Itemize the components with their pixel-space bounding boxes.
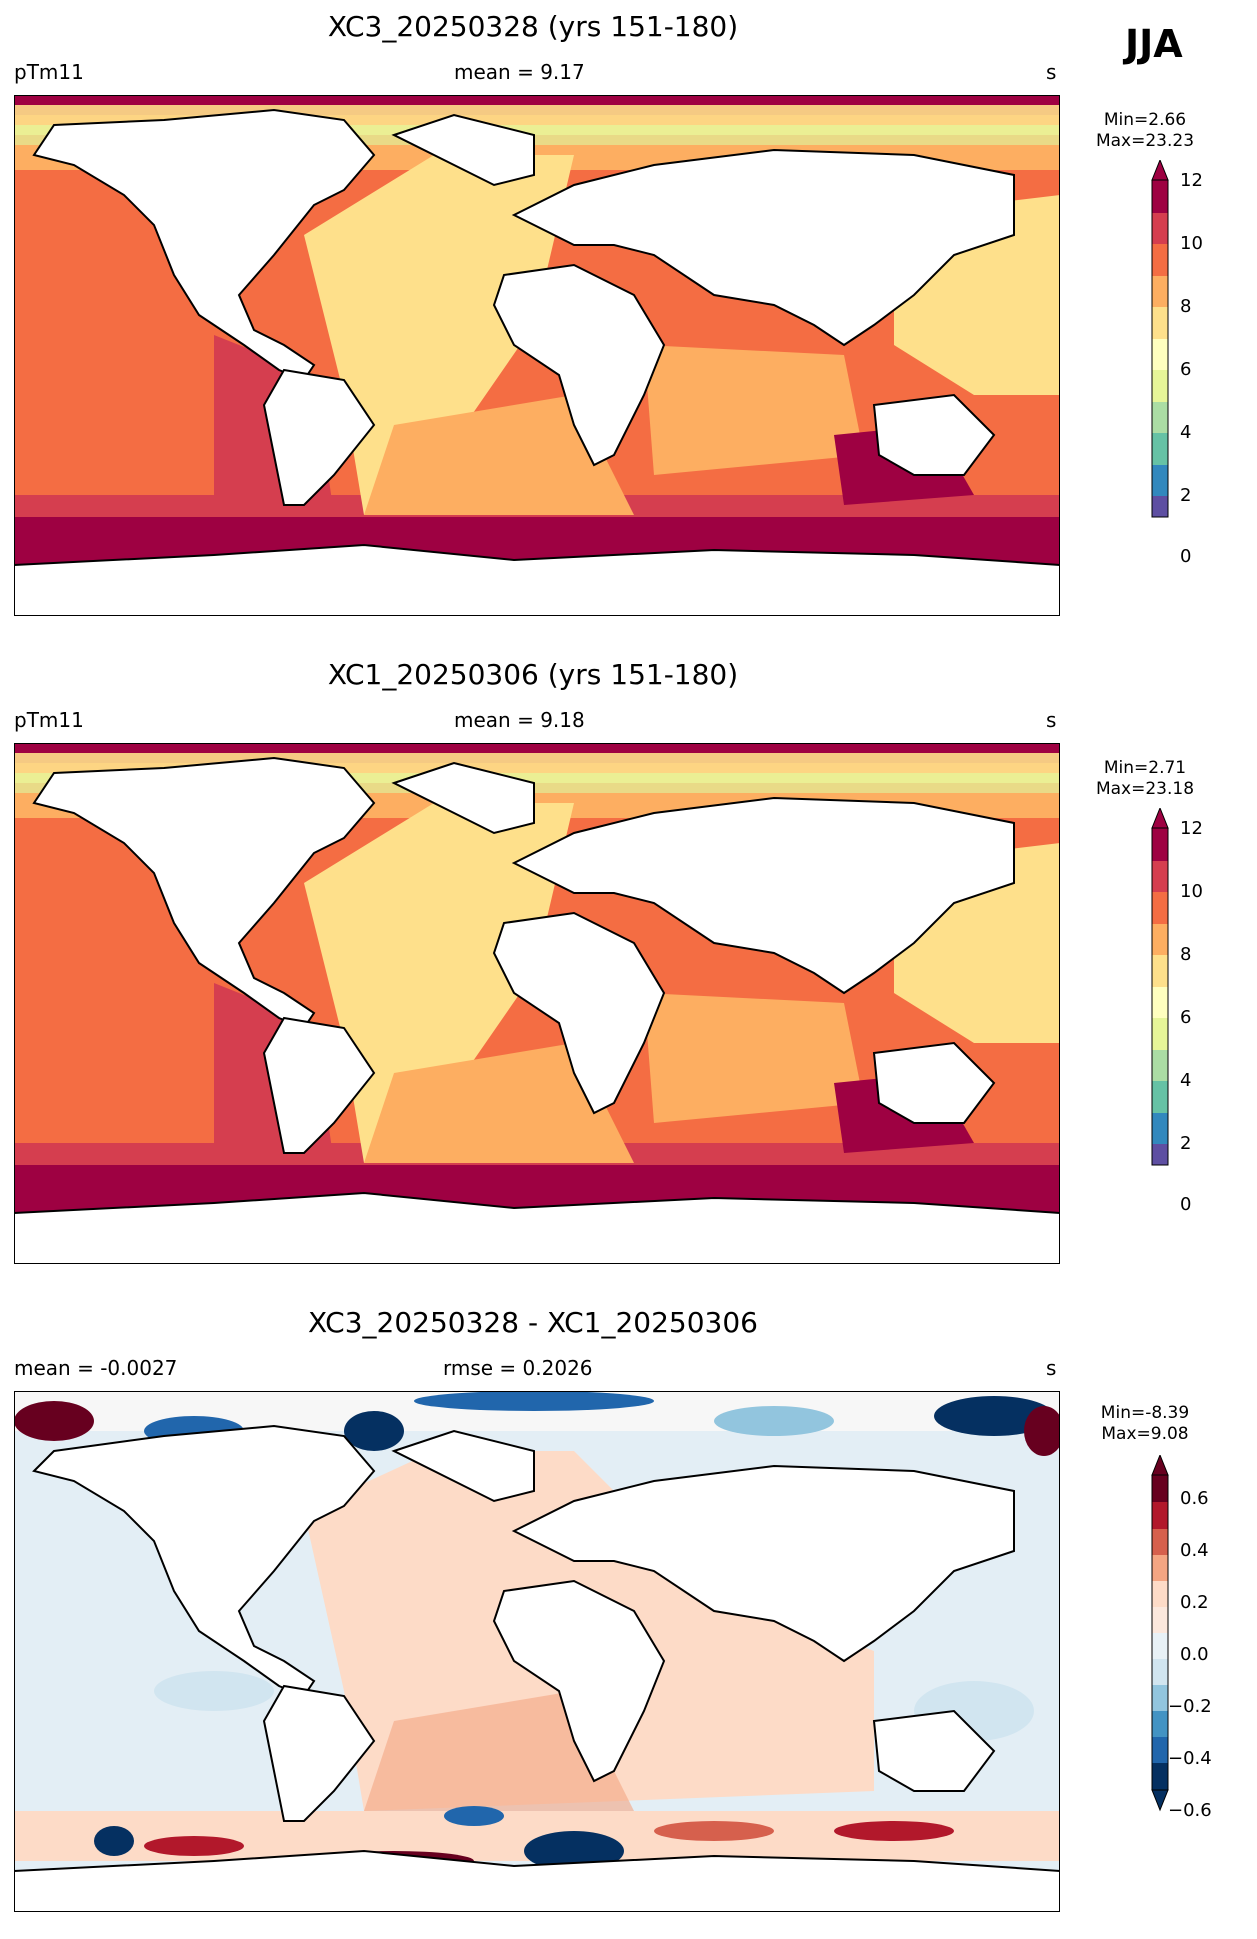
panel2-units-label: s	[1046, 708, 1057, 732]
panel3-tick: −0.4	[1168, 1748, 1212, 1769]
panel1-variable-label: pTm11	[14, 60, 84, 84]
panel3-tick: 0.6	[1180, 1488, 1209, 1509]
south-america-land	[262, 1016, 376, 1154]
panel1-colorbar	[1151, 160, 1169, 518]
panel3-min-label: Min=-8.39	[1100, 1403, 1190, 1423]
panel1-map-frame	[14, 95, 1060, 616]
panel1-tick: 8	[1180, 296, 1192, 317]
panel2-mean-label: mean = 9.18	[454, 708, 585, 732]
north-america-land	[32, 756, 376, 1030]
panel2-map	[13, 743, 1061, 1265]
panel2-map-svg	[13, 743, 1061, 1265]
africa-land	[492, 263, 666, 467]
panel2-map-frame	[14, 743, 1060, 1264]
panel2-tick: 2	[1180, 1133, 1192, 1154]
australia-land	[872, 393, 996, 476]
panel2-tick: 10	[1180, 881, 1203, 902]
north-america-land	[32, 1424, 376, 1698]
africa-land	[492, 911, 666, 1115]
panel2-max-label: Max=23.18	[1095, 779, 1195, 799]
panel3-colorbar	[1151, 1455, 1169, 1812]
panel1-map	[13, 95, 1061, 617]
panel2-tick: 8	[1180, 944, 1192, 965]
panel1-title: XC3_20250328 (yrs 151-180)	[327, 10, 739, 43]
season-label: JJA	[1125, 22, 1183, 66]
australia-land	[872, 1041, 996, 1124]
panel1-tick: 12	[1180, 170, 1203, 191]
panel1-min-label: Min=2.66	[1103, 110, 1187, 130]
africa-land	[492, 1579, 666, 1783]
panel3-tick: −0.6	[1168, 1800, 1212, 1821]
panel1-max-label: Max=23.23	[1095, 131, 1195, 151]
panel2-tick: 0	[1180, 1194, 1192, 1215]
panel3-map-frame	[14, 1391, 1060, 1912]
australia-land	[872, 1709, 996, 1792]
panel3-units-label: s	[1046, 1356, 1057, 1380]
panel2-tick: 4	[1180, 1070, 1192, 1091]
north-america-land	[32, 108, 376, 382]
eurasia-land	[511, 796, 1015, 995]
panel1-tick: 0	[1180, 546, 1192, 567]
panel3-mean-label: mean = -0.0027	[14, 1356, 178, 1380]
panel2-tick: 6	[1180, 1007, 1192, 1028]
greenland-land	[391, 761, 535, 835]
panel3-tick: −0.2	[1168, 1696, 1212, 1717]
panel3-max-label: Max=9.08	[1101, 1424, 1189, 1444]
eurasia-land	[511, 1464, 1015, 1663]
panel3-map-svg	[13, 1391, 1064, 1913]
south-america-land	[262, 368, 376, 506]
greenland-land	[391, 1429, 535, 1503]
panel1-tick: 10	[1180, 233, 1203, 254]
panel3-tick: 0.2	[1180, 1592, 1209, 1613]
panel3-tick: 0.0	[1180, 1644, 1209, 1665]
panel1-tick: 4	[1180, 422, 1192, 443]
panel1-tick: 6	[1180, 359, 1192, 380]
panel1-units-label: s	[1046, 60, 1057, 84]
south-america-land	[262, 1684, 376, 1822]
panel1-tick: 2	[1180, 485, 1192, 506]
panel1-map-svg	[13, 95, 1061, 617]
panel1-mean-label: mean = 9.17	[454, 60, 585, 84]
panel2-title: XC1_20250306 (yrs 151-180)	[327, 658, 739, 691]
panel2-colorbar	[1151, 808, 1169, 1166]
panel2-variable-label: pTm11	[14, 708, 84, 732]
panel3-rmse-label: rmse = 0.2026	[443, 1356, 593, 1380]
panel2-tick: 12	[1180, 818, 1203, 839]
panel2-min-label: Min=2.71	[1103, 758, 1187, 778]
panel3-title: XC3_20250328 - XC1_20250306	[308, 1306, 758, 1339]
panel3-tick: 0.4	[1180, 1540, 1209, 1561]
panel3-map	[13, 1391, 1064, 1913]
eurasia-land	[511, 148, 1015, 347]
greenland-land	[391, 113, 535, 187]
